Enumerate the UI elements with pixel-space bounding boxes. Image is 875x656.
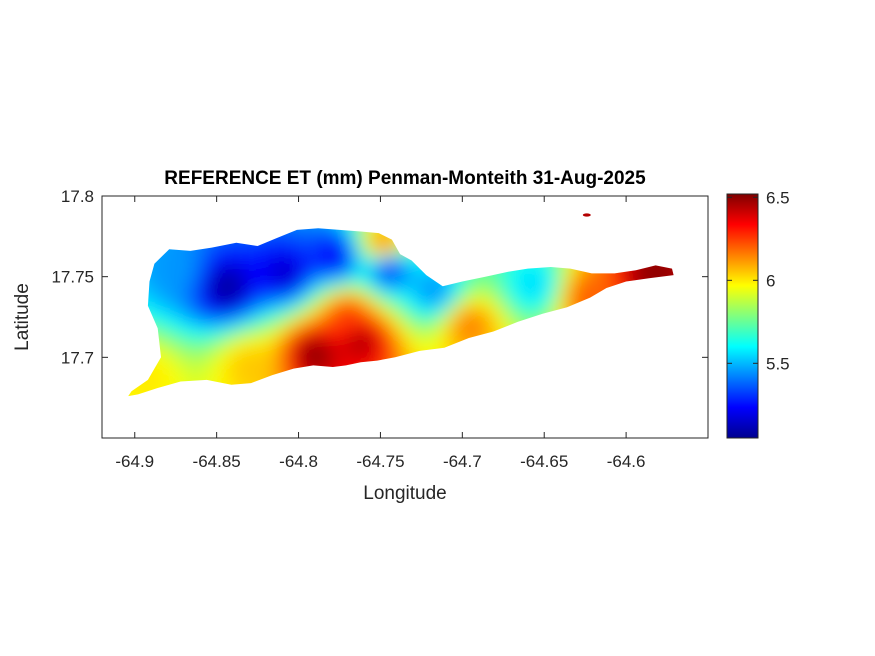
colorbar-tick-label: 6 [766,271,775,290]
y-tick-label: 17.75 [51,268,94,287]
colorbar: 5.5 6 6.5 [726,188,790,439]
colorbar-gradient [726,193,759,439]
axes-frame [101,195,709,439]
y-axis-ticks: 17.7 17.75 17.8 [51,187,708,367]
islet-marker [582,213,591,217]
x-axis-ticks: -64.9 -64.85 -64.8 -64.75 -64.7 -64.65 -64.6 [115,196,645,471]
map-axes: -64.9 -64.85 -64.8 -64.75 -64.7 -64.65 -64.6 1… [51,187,709,471]
x-tick-label: -64.7 [443,452,482,471]
y-tick-label: 17.8 [61,187,94,206]
y-axis-label: Latitude [12,283,33,351]
x-tick-label: -64.6 [607,452,646,471]
y-tick-label: 17.7 [61,348,94,367]
x-tick-label: -64.65 [520,452,568,471]
x-tick-label: -64.85 [193,452,241,471]
et-heat-layer [128,228,674,397]
colorbar-tick-label: 6.5 [766,188,790,207]
colorbar-tick-label: 5.5 [766,354,790,373]
chart-title: REFERENCE ET (mm) Penman-Monteith 31-Aug… [164,168,646,189]
x-tick-label: -64.8 [279,452,318,471]
x-tick-label: -64.75 [356,452,404,471]
x-axis-label: Longitude [363,483,446,504]
x-tick-label: -64.9 [115,452,154,471]
et-field-layer [128,213,674,397]
colorbar-ticks: 5.5 6 6.5 [727,188,790,373]
